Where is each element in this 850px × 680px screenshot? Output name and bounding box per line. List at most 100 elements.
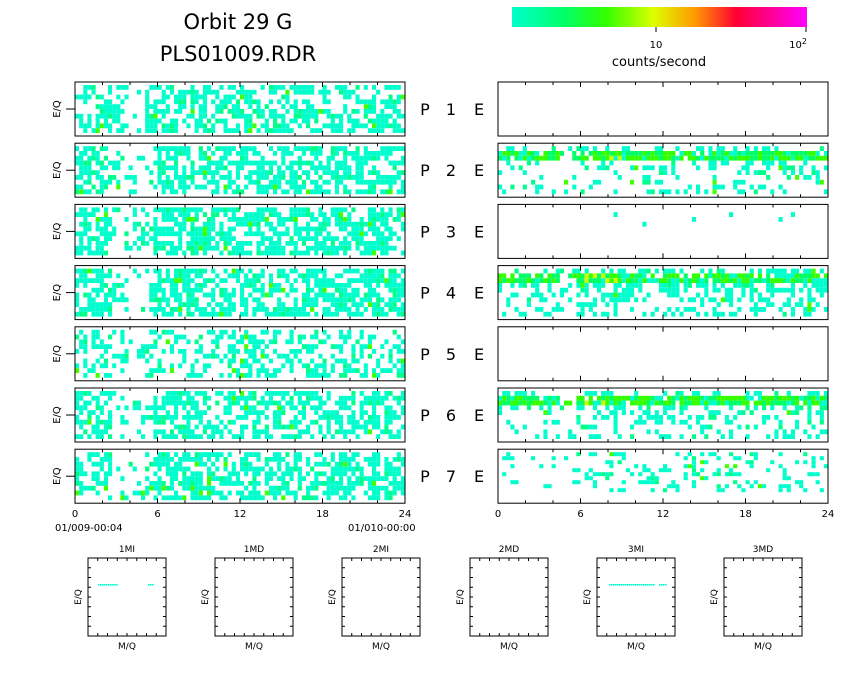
heatmap-cell: [285, 151, 290, 156]
heatmap-cell: [613, 151, 618, 156]
heatmap-cell: [211, 99, 216, 105]
heatmap-cell: [264, 207, 269, 213]
heatmap-cell: [384, 424, 389, 430]
heatmap-cell: [186, 89, 191, 95]
heatmap-cell: [244, 471, 249, 477]
heatmap-cell: [376, 123, 381, 129]
heatmap-cell: [165, 123, 170, 129]
heatmap-cell: [343, 461, 348, 467]
heatmap-cell: [277, 307, 282, 312]
heatmap-cell: [256, 358, 261, 364]
heatmap-cell: [277, 287, 282, 293]
heatmap-cell: [815, 302, 820, 307]
heatmap-cell: [227, 292, 232, 298]
heatmap-cell: [149, 405, 154, 411]
heatmap-cell: [285, 146, 290, 151]
mass-panel-cell: [651, 584, 653, 586]
heatmap-cell: [223, 461, 228, 467]
heatmap-cell: [297, 410, 302, 415]
heatmap-cell: [297, 391, 302, 396]
heatmap-cell: [285, 123, 290, 129]
heatmap-cell: [289, 151, 294, 156]
heatmap-cell: [297, 485, 302, 491]
mass-panel-cell: [649, 584, 651, 586]
heatmap-cell: [716, 472, 721, 477]
heatmap-cell: [277, 466, 282, 472]
heatmap-cell: [194, 297, 199, 303]
heatmap-cell: [547, 151, 552, 156]
heatmap-cell: [240, 217, 245, 222]
heatmap-cell: [95, 175, 100, 180]
heatmap-cell: [120, 358, 125, 364]
heatmap-cell: [99, 273, 104, 279]
heatmap-cell: [198, 349, 203, 354]
heatmap-cell: [310, 179, 315, 185]
heatmap-cell: [223, 123, 228, 129]
heatmap-cell: [202, 109, 208, 114]
heatmap-cell: [671, 151, 676, 156]
heatmap-cell: [737, 395, 742, 401]
heatmap-cell: [174, 221, 179, 227]
heatmap-cell: [584, 165, 589, 171]
heatmap-cell: [790, 292, 796, 298]
heatmap-cell: [256, 481, 261, 486]
heatmap-cell: [132, 226, 137, 232]
heatmap-cell: [330, 302, 335, 307]
heatmap-cell: [285, 424, 290, 430]
heatmap-cell: [510, 395, 515, 401]
heatmap-cell: [248, 170, 253, 175]
heatmap-cell: [301, 344, 307, 349]
heatmap-cell: [293, 434, 298, 439]
heatmap-cell: [145, 165, 150, 171]
heatmap-cell: [194, 99, 199, 105]
heatmap-cell: [198, 155, 203, 161]
heatmap-cell: [281, 311, 286, 317]
heatmap-cell: [617, 175, 622, 180]
heatmap-cell: [815, 400, 820, 406]
heatmap-cell: [363, 146, 368, 151]
heatmap-cell: [248, 160, 253, 166]
heatmap-cell: [650, 278, 655, 283]
heatmap-cell: [704, 155, 709, 161]
heatmap-cell: [314, 217, 319, 222]
heatmap-cell: [108, 221, 113, 227]
heatmap-cell: [522, 151, 527, 156]
heatmap-cell: [691, 464, 697, 469]
heatmap-cell: [165, 391, 170, 396]
heatmap-cell: [330, 490, 335, 496]
heatmap-cell: [384, 278, 389, 283]
heatmap-cell: [99, 104, 104, 109]
heatmap-cell: [231, 466, 236, 472]
heatmap-cell: [400, 292, 406, 298]
heatmap-cell: [803, 268, 808, 274]
heatmap-cell: [153, 339, 158, 345]
heatmap-cell: [634, 400, 639, 406]
heatmap-cell: [277, 184, 282, 190]
heatmap-cell: [819, 278, 824, 283]
heatmap-cell: [103, 358, 109, 364]
panel-e-letter: E: [474, 345, 484, 364]
heatmap-cell: [145, 466, 150, 472]
heatmap-cell: [388, 461, 393, 467]
heatmap-cell: [720, 434, 725, 439]
heatmap-cell: [609, 151, 614, 156]
mass-panel-ylabel: E/Q: [74, 589, 84, 605]
heatmap-cell: [372, 405, 377, 411]
heatmap-cell: [568, 146, 573, 151]
heatmap-cell: [169, 368, 175, 373]
heatmap-cell: [145, 118, 150, 124]
heatmap-cell: [95, 461, 100, 467]
heatmap-cell: [388, 419, 393, 425]
heatmap-cell: [547, 155, 552, 161]
heatmap-cell: [211, 189, 216, 195]
time-tick-label: 12: [657, 509, 670, 520]
heatmap-cell: [248, 481, 253, 486]
heatmap-cell: [355, 155, 360, 161]
heatmap-cell: [314, 151, 319, 156]
heatmap-cell: [576, 302, 581, 307]
heatmap-cell: [79, 245, 84, 251]
heatmap-cell: [359, 466, 364, 472]
heatmap-cell: [83, 170, 88, 175]
heatmap-cell: [227, 231, 232, 237]
